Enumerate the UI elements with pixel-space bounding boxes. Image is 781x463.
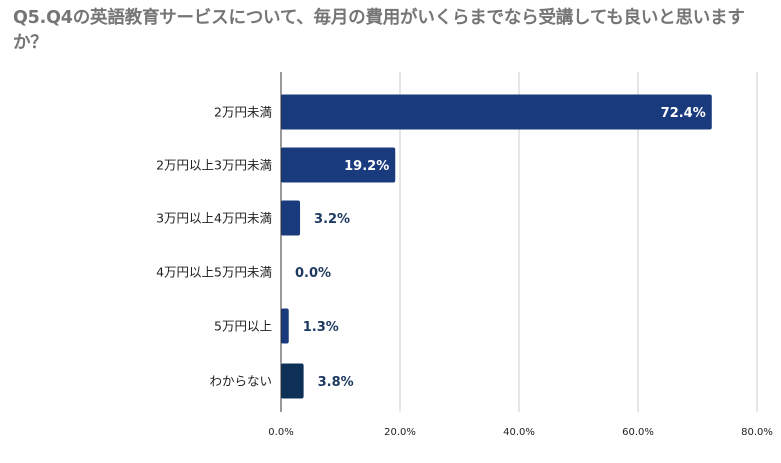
category-label: わからない [209,374,272,389]
data-label: 72.4% [661,106,706,121]
x-tick-label: 20.0% [384,427,416,438]
x-tick-label: 80.0% [741,427,773,438]
x-tick-label: 40.0% [503,427,535,438]
data-label: 3.8% [318,375,354,390]
bar [281,147,396,183]
data-label: 3.2% [314,212,350,227]
category-label: 5万円以上 [214,319,272,334]
category-label: 3万円以上4万円未満 [156,211,272,226]
data-label: 1.3% [303,320,339,335]
x-tick-label: 60.0% [622,427,654,438]
bar [281,308,289,344]
data-label: 0.0% [295,266,331,281]
category-label: 2万円以上3万円未満 [156,158,272,173]
data-label: 19.2% [344,159,389,174]
bar [281,200,301,236]
bar [281,94,712,130]
category-label: 2万円未満 [214,105,272,120]
category-label: 4万円以上5万円未満 [156,265,272,280]
x-tick-label: 0.0% [268,427,293,438]
chart-title: Q5.Q4の英語教育サービスについて、毎月の費用がいくらまでなら受講しても良いと… [13,8,745,53]
bar [281,363,304,399]
